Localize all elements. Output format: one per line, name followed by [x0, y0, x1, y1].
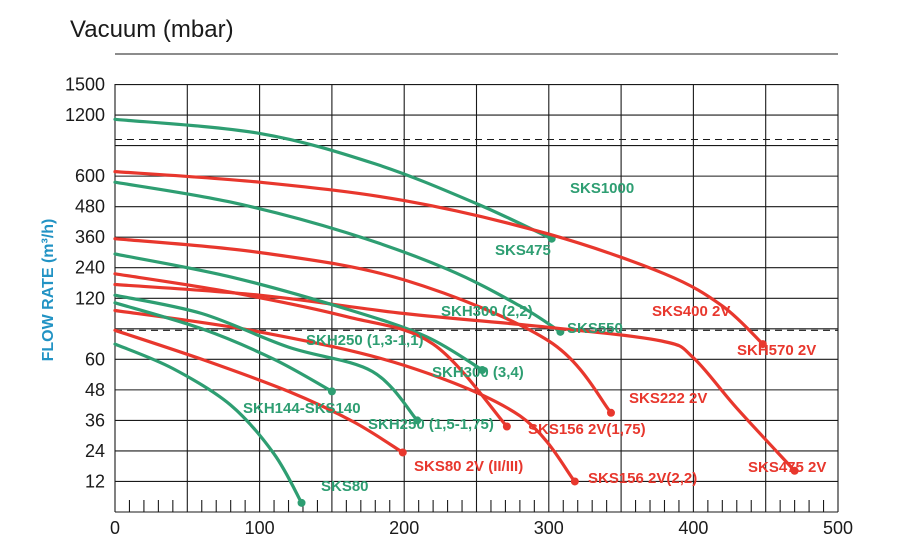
series-curves [113, 117, 799, 507]
label-sks156-2v-175: SKS156 2V(1,75) [528, 421, 646, 438]
x-tick-label: 0 [110, 518, 120, 538]
y-tick-label: 240 [75, 258, 105, 278]
endpoint-sks80-2v-ii-iii [398, 448, 407, 457]
label-sks80: SKS80 [321, 478, 369, 495]
endpoint-sks475-2v [790, 466, 799, 475]
endpoint-sks156-2v-2-2 [570, 477, 579, 486]
label-skh144-sks140: SKH144-SKS140 [243, 400, 361, 417]
endpoint-sks400-2v [758, 340, 767, 349]
curve-skh300-2-2 [113, 252, 484, 372]
endpoint-sks222-2v [606, 408, 615, 417]
label-skh250-15-175: SKH250 (1,5-1,75) [368, 416, 494, 433]
label-sks80-2v: SKS80 2V (II/III) [414, 458, 523, 475]
x-tick-label: 200 [389, 518, 419, 538]
curve-sks400-2v [113, 170, 765, 346]
endpoint-sks80 [297, 498, 306, 507]
endpoint-skh300-2-2 [478, 366, 487, 375]
label-sks475-2v: SKS475 2V [748, 459, 826, 476]
endpoint-skh144-sks140 [327, 387, 336, 396]
label-skh300-34: SKH300 (3,4) [432, 364, 524, 381]
endpoint-skh250-1-3-1-1 [413, 416, 422, 425]
y-tick-label: 600 [75, 166, 105, 186]
curve-sks222-2v [113, 237, 613, 415]
label-sks156-2v-22: SKS156 2V(2,2) [588, 470, 697, 487]
y-tick-label: 120 [75, 288, 105, 308]
label-sks400-2v: SKS400 2V [652, 303, 730, 320]
label-skh300-22: SKH300 (2,2) [441, 303, 533, 320]
series-labels: SKS1000 SKS475 SKS550 SKS400 2V SKH570 2… [243, 180, 826, 495]
endpoint-sks156-2v-1-75 [502, 422, 511, 431]
axis-ticks: 0 100 200 300 400 500 1500 1200 600 480 360 240 120 6… [65, 75, 853, 538]
x-tick-label: 300 [534, 518, 564, 538]
label-skh250-13-11: SKH250 (1,3-1,1) [306, 332, 424, 349]
curve-skh144-sks140 [113, 301, 334, 393]
label-sks1000: SKS1000 [570, 180, 634, 197]
curve-sks80-2v-ii-iii [113, 328, 405, 455]
label-sks550: SKS550 [567, 320, 623, 337]
label-sks222-2v: SKS222 2V [629, 390, 707, 407]
y-axis-label: FLOW RATE (m³/h) [40, 219, 57, 362]
y-tick-label: 24 [85, 441, 105, 461]
curve-sks475 [113, 180, 562, 334]
x-tick-label: 400 [678, 518, 708, 538]
y-tick-label: 360 [75, 227, 105, 247]
y-tick-label: 1500 [65, 75, 105, 95]
curve-sks156-2v-1-75 [113, 272, 509, 429]
curve-sks1000 [113, 117, 554, 241]
x-tick-label: 500 [823, 518, 853, 538]
y-tick-label: 60 [85, 349, 105, 369]
label-sks475: SKS475 [495, 242, 551, 259]
y-tick-label: 1200 [65, 105, 105, 125]
y-tick-label: 36 [85, 410, 105, 430]
y-tick-label: 48 [85, 380, 105, 400]
y-tick-label: 480 [75, 197, 105, 217]
chart-title: Vacuum (mbar) [70, 16, 234, 43]
curve-skh250-1-3-1-1 [113, 293, 419, 422]
curve-sks475-2v [113, 282, 797, 473]
label-skh570-2v: SKH570 2V [737, 342, 816, 359]
curve-sks156-2v-2-2 [113, 308, 577, 484]
y-tick-label: 12 [85, 471, 105, 491]
curve-sks80 [113, 342, 304, 505]
x-tick-label: 100 [245, 518, 275, 538]
